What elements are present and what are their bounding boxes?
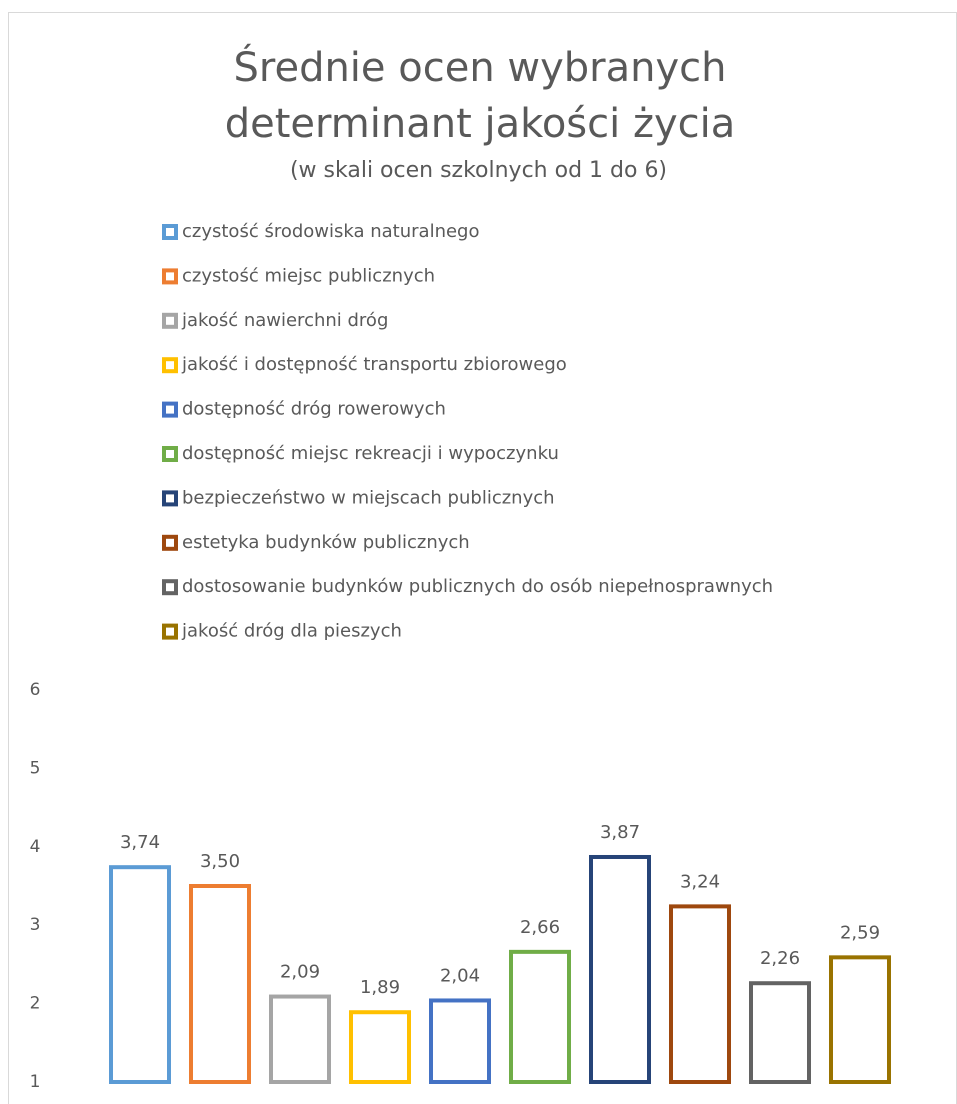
value-label: 2,09 (280, 962, 320, 983)
bar (429, 998, 491, 1084)
legend-swatch (162, 268, 178, 285)
legend-label: czystość środowiska naturalnego (182, 221, 480, 242)
bar (109, 865, 171, 1085)
y-tick-label: 4 (30, 837, 41, 857)
legend-label: jakość nawierchni dróg (181, 310, 388, 331)
legend-swatch (162, 401, 178, 418)
legend-label: estetyka budynków publicznych (182, 532, 470, 553)
value-label: 2,66 (520, 917, 560, 938)
legend-label: dostosowanie budynków publicznych do osó… (182, 576, 773, 597)
y-tick-label: 6 (30, 680, 41, 700)
legend-label: jakość dróg dla pieszych (181, 621, 402, 642)
legend-label: dostępność miejsc rekreacji i wypoczynku (182, 443, 559, 464)
value-label: 1,89 (360, 977, 400, 998)
legend-label: bezpieczeństwo w miejscach publicznych (182, 487, 555, 508)
y-tick-label: 2 (30, 994, 41, 1014)
chart-title: Średnie ocen wybranych determinant jakoś… (224, 45, 736, 147)
bar (829, 955, 891, 1084)
bar (669, 904, 731, 1084)
bar (269, 994, 331, 1085)
value-label: 3,87 (600, 822, 640, 843)
value-label: 2,59 (840, 922, 880, 943)
legend-swatch (162, 623, 178, 640)
legend-label: jakość i dostępność transportu zbioroweg… (181, 354, 567, 375)
value-label: 2,26 (760, 948, 800, 969)
bar (589, 854, 651, 1084)
value-label: 3,74 (120, 832, 160, 853)
chart-subtitle: (w skali ocen szkolnych od 1 do 6) (289, 158, 668, 183)
legend-swatch (162, 357, 178, 374)
y-tick-label: 3 (30, 915, 41, 935)
legend-label: czystość miejsc publicznych (182, 265, 435, 286)
bar (189, 884, 251, 1084)
value-label: 3,24 (680, 871, 720, 892)
value-label: 3,50 (200, 851, 240, 872)
legend-swatch (162, 490, 178, 507)
legend-swatch (162, 224, 178, 240)
bar (749, 981, 811, 1084)
legend-swatch (162, 579, 178, 596)
legend-swatch (162, 312, 178, 329)
legend-swatch (162, 534, 178, 551)
bar (509, 949, 571, 1085)
legend-label: dostępność dróg rowerowych (182, 399, 446, 420)
bar (349, 1010, 411, 1084)
legend-swatch (162, 446, 178, 462)
value-label: 2,04 (440, 965, 480, 986)
y-tick-label: 5 (30, 758, 41, 778)
y-tick-label: 1 (30, 1072, 41, 1092)
